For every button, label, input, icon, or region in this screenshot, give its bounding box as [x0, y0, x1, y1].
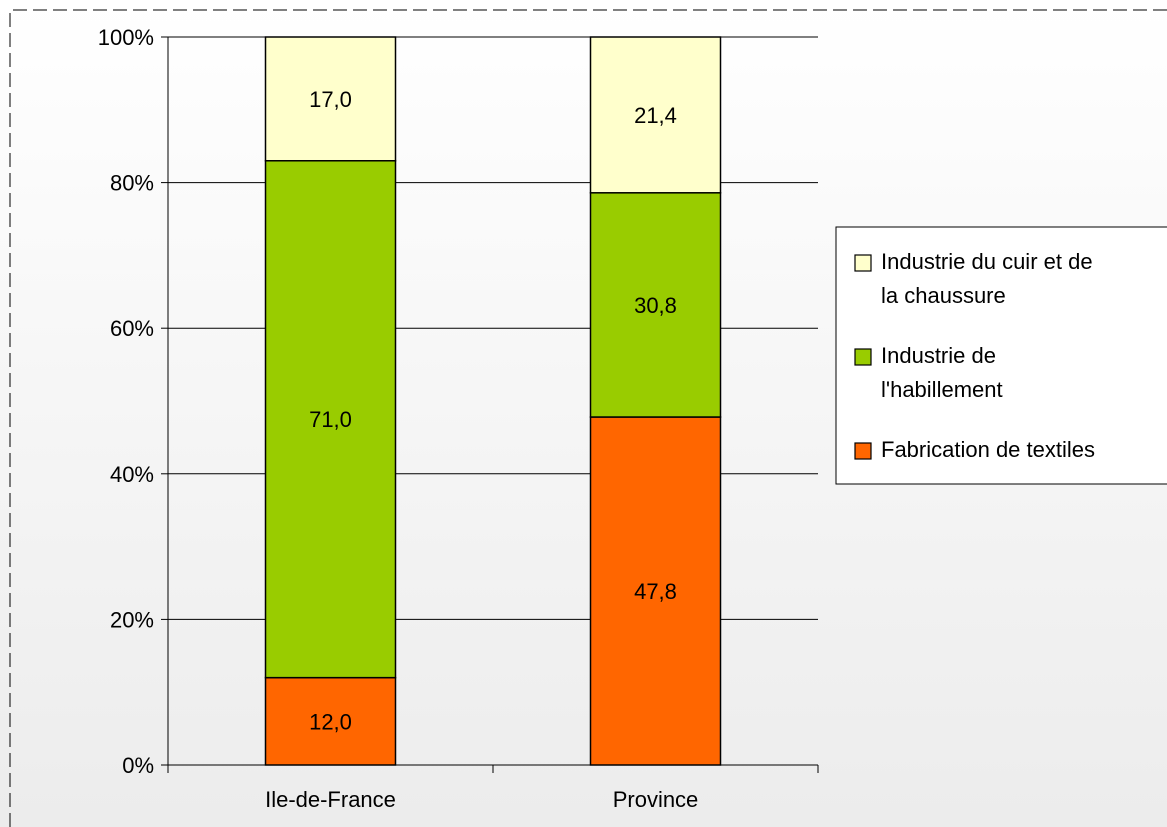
data-label: 12,0: [309, 709, 352, 734]
legend-label-line: Industrie du cuir et de: [881, 249, 1093, 274]
bar-segment: [589, 416, 722, 766]
chart-frame: [9, 9, 1167, 827]
y-tick-label: 20%: [110, 607, 154, 632]
legend-label: Fabrication de textiles: [881, 437, 1095, 462]
legend-label-line: la chaussure: [881, 283, 1006, 308]
data-label: 30,8: [634, 293, 677, 318]
bar-segment: [264, 36, 397, 162]
x-tick-label: Province: [613, 787, 699, 812]
legend-label-line: Fabrication de textiles: [881, 437, 1095, 462]
legend-label-line: Industrie de: [881, 343, 996, 368]
data-label: 17,0: [309, 87, 352, 112]
legend-label-line: l'habillement: [881, 377, 1003, 402]
legend-label: Industrie de l'habillement: [881, 343, 1003, 402]
y-tick-label: 60%: [110, 316, 154, 341]
bar-segment: [589, 192, 722, 418]
data-label: 21,4: [634, 103, 677, 128]
legend-swatch: [854, 348, 872, 366]
y-tick-label: 100%: [98, 25, 154, 50]
bar-segment: [589, 36, 722, 194]
legend-label: Industrie du cuir et de la chaussure: [881, 249, 1093, 308]
legend-box: [835, 226, 1167, 485]
legend-swatch: [854, 254, 872, 272]
data-label: 71,0: [309, 407, 352, 432]
x-tick-label: Ile-de-France: [265, 787, 396, 812]
legend-swatch: [854, 442, 872, 460]
y-tick-label: 0%: [122, 753, 154, 778]
y-tick-label: 80%: [110, 171, 154, 196]
y-tick-label: 40%: [110, 462, 154, 487]
data-label: 47,8: [634, 579, 677, 604]
